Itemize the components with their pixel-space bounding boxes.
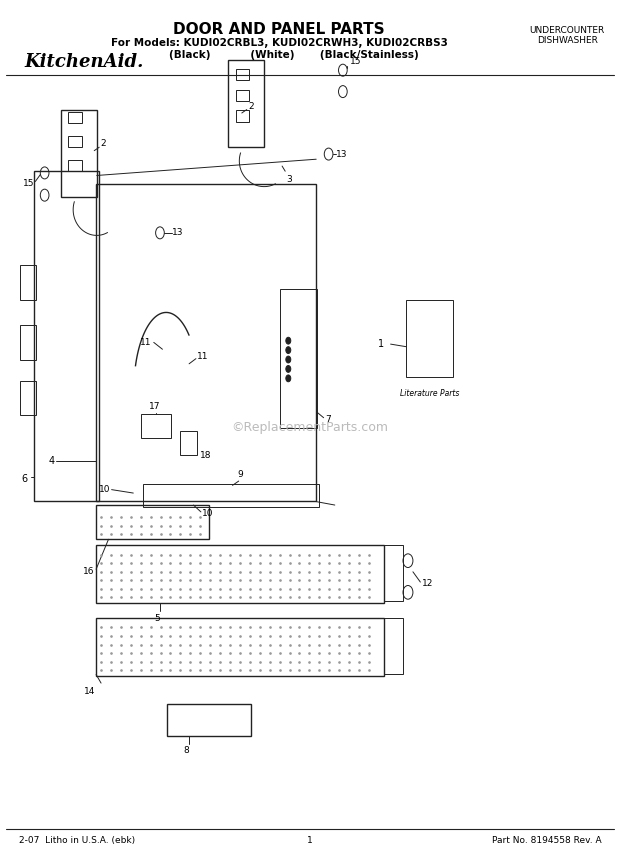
Text: 5: 5 [154,614,160,623]
Text: 6: 6 [22,474,28,484]
Text: 2-07  Litho in U.S.A. (ebk): 2-07 Litho in U.S.A. (ebk) [19,836,135,845]
Text: 15: 15 [350,57,362,66]
Bar [68,112,82,123]
Text: 1: 1 [378,339,384,349]
Text: 11: 11 [140,338,152,347]
Bar [141,414,171,438]
Circle shape [286,375,291,382]
Text: 13: 13 [172,229,184,237]
Text: 1: 1 [307,836,313,845]
Text: 14: 14 [84,687,95,696]
Text: For Models: KUDI02CRBL3, KUDI02CRWH3, KUDI02CRBS3: For Models: KUDI02CRBL3, KUDI02CRWH3, KU… [110,38,448,48]
Text: 13: 13 [336,150,348,158]
Bar [96,505,209,539]
Bar [96,618,384,676]
Bar [61,110,97,197]
Text: DISHWASHER: DISHWASHER [537,36,598,45]
Bar [384,545,403,601]
Text: 2: 2 [100,140,106,148]
Bar [180,431,197,455]
Text: UNDERCOUNTER: UNDERCOUNTER [529,27,605,35]
Text: 11: 11 [197,353,209,361]
Bar [96,184,316,501]
Bar [236,90,249,101]
Text: 2: 2 [248,102,254,110]
Bar [167,704,251,736]
Text: 12: 12 [422,580,433,588]
Bar [34,171,99,501]
Text: Literature Parts: Literature Parts [400,389,459,398]
Bar [20,381,36,415]
Bar [384,618,403,674]
Circle shape [286,347,291,354]
Text: 7: 7 [326,415,331,424]
Text: 4: 4 [48,455,55,466]
Circle shape [286,356,291,363]
Text: 3: 3 [286,175,292,184]
Bar [20,325,36,360]
Bar [236,110,249,122]
Text: KitchenAid.: KitchenAid. [25,52,144,71]
Text: 15: 15 [22,179,34,187]
Text: (Black)           (White)       (Black/Stainless): (Black) (White) (Black/Stainless) [140,50,419,60]
Bar [96,545,384,603]
Bar [228,60,264,147]
Text: 16: 16 [83,568,95,576]
Circle shape [286,366,291,372]
Text: 8: 8 [183,746,189,756]
Bar [236,69,249,80]
Text: 17: 17 [149,401,161,411]
Text: Part No. 8194558 Rev. A: Part No. 8194558 Rev. A [492,836,601,845]
Bar [143,484,319,507]
Text: 10: 10 [202,509,214,518]
Bar [68,136,82,147]
Bar [280,289,317,428]
Bar [406,300,453,377]
Text: 9: 9 [237,470,244,479]
Bar [20,265,36,300]
Text: 18: 18 [200,451,211,460]
Bar [68,160,82,171]
Text: 10: 10 [99,485,110,494]
Circle shape [286,337,291,344]
Text: ©ReplacementParts.com: ©ReplacementParts.com [231,421,389,435]
Text: DOOR AND PANEL PARTS: DOOR AND PANEL PARTS [173,21,385,37]
